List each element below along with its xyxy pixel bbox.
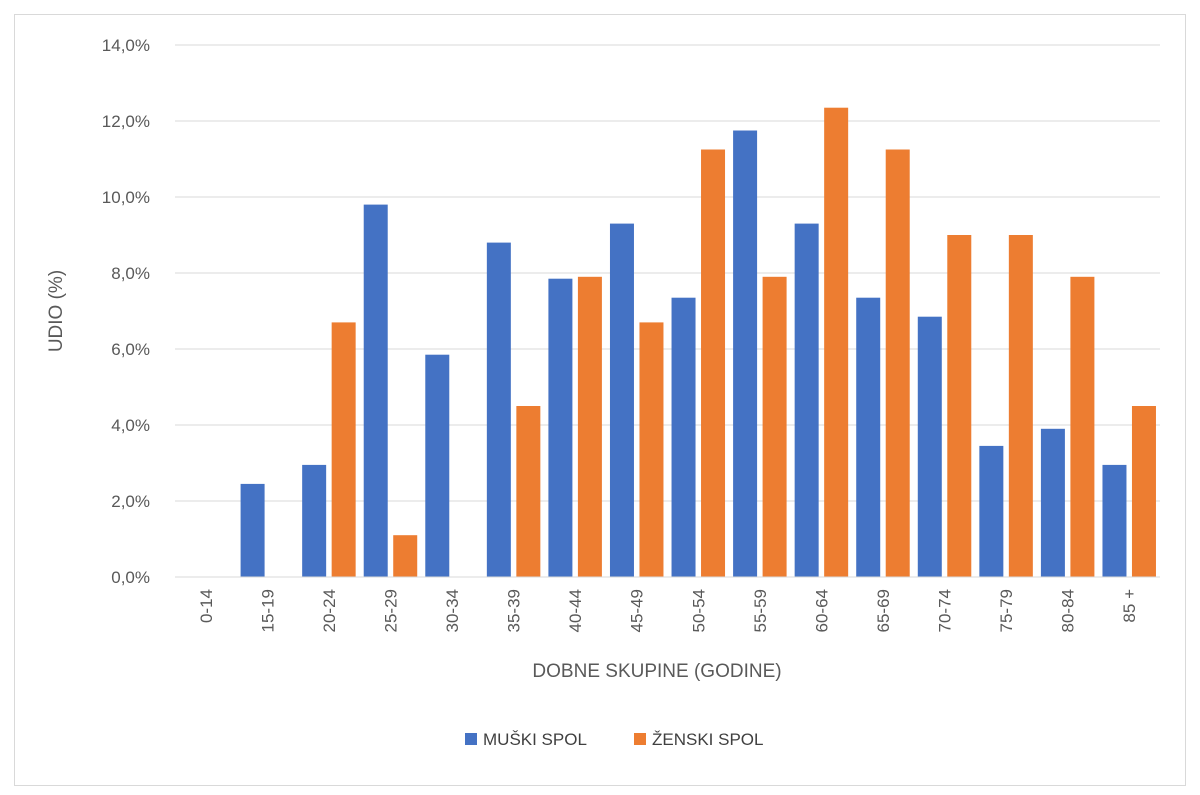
- bar-zenski-15: [1131, 406, 1156, 577]
- bar-muski-12: [917, 316, 942, 577]
- y-tick-label: 14,0%: [102, 36, 150, 55]
- bar-zenski-13: [1008, 235, 1033, 577]
- x-tick-label: 15-19: [258, 589, 277, 632]
- x-tick-label: 55-59: [751, 589, 770, 632]
- bar-muski-1: [240, 483, 265, 577]
- x-tick-label: 70-74: [936, 589, 955, 632]
- x-tick-label: 25-29: [381, 589, 400, 632]
- y-tick-label: 2,0%: [111, 492, 150, 511]
- x-tick-label: 60-64: [812, 589, 831, 632]
- x-tick-label: 45-49: [628, 589, 647, 632]
- bar-muski-6: [548, 278, 573, 577]
- bar-muski-13: [979, 445, 1004, 577]
- y-axis-title: UDIO (%): [46, 270, 67, 352]
- legend-label: MUŠKI SPOL: [483, 730, 587, 749]
- y-tick-label: 12,0%: [102, 112, 150, 131]
- bar-zenski-5: [516, 406, 541, 577]
- bar-muski-14: [1040, 428, 1065, 577]
- x-tick-label: 35-39: [505, 589, 524, 632]
- bar-muski-5: [486, 242, 511, 577]
- bar-muski-11: [856, 297, 881, 577]
- x-tick-label: 50-54: [689, 589, 708, 632]
- x-tick-label: 0-14: [197, 589, 216, 623]
- x-axis-title: DOBNE SKUPINE (GODINE): [532, 661, 781, 682]
- legend-swatch: [634, 733, 646, 745]
- y-tick-label: 8,0%: [111, 264, 150, 283]
- x-tick-label: 30-34: [443, 589, 462, 632]
- bar-zenski-9: [762, 276, 787, 577]
- y-tick-label: 6,0%: [111, 340, 150, 359]
- legend: MUŠKI SPOL ŽENSKI SPOL: [465, 730, 763, 749]
- bar-muski-2: [302, 464, 327, 577]
- bar-zenski-11: [885, 149, 910, 577]
- bar-muski-7: [609, 223, 634, 577]
- bar-zenski-3: [393, 535, 418, 577]
- bars: [240, 107, 1156, 577]
- x-tick-label: 80-84: [1059, 589, 1078, 632]
- x-tick-label: 85 +: [1120, 589, 1139, 623]
- bar-zenski-6: [577, 276, 602, 577]
- legend-swatch: [465, 733, 477, 745]
- x-axis-ticks: 0-14 15-19 20-24 25-29 30-34 35-39 40-44 45-49 5…: [197, 589, 1139, 633]
- y-axis-ticks: 0,0% 2,0% 4,0% 6,0% 8,0% 10,0% 12,0% 14,0%: [102, 36, 150, 587]
- y-tick-label: 0,0%: [111, 568, 150, 587]
- bar-muski-9: [733, 130, 758, 577]
- bar-muski-8: [671, 297, 696, 577]
- bar-zenski-7: [639, 322, 664, 577]
- bar-zenski-8: [701, 149, 726, 577]
- bar-zenski-2: [331, 322, 356, 577]
- x-tick-label: 75-79: [997, 589, 1016, 632]
- bar-muski-10: [794, 223, 819, 577]
- bar-muski-15: [1102, 464, 1127, 577]
- x-tick-label: 65-69: [874, 589, 893, 632]
- bar-zenski-12: [947, 235, 972, 577]
- y-tick-label: 4,0%: [111, 416, 150, 435]
- y-tick-label: 10,0%: [102, 188, 150, 207]
- x-tick-label: 40-44: [566, 589, 585, 632]
- x-tick-label: 20-24: [320, 589, 339, 632]
- bar-zenski-14: [1070, 276, 1095, 577]
- bar-muski-4: [425, 354, 450, 577]
- legend-label: ŽENSKI SPOL: [652, 730, 763, 749]
- bar-zenski-10: [824, 107, 849, 577]
- bar-muski-3: [363, 204, 388, 577]
